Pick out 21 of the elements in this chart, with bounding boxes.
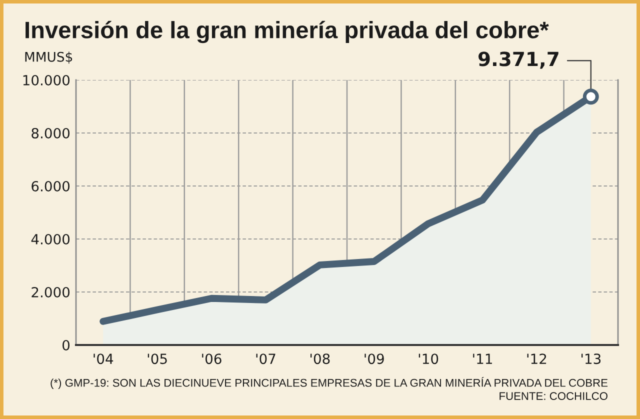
y-tick-label: 10.000	[23, 74, 70, 86]
x-tick-label: '07	[256, 354, 276, 364]
x-tick-label: '12	[527, 354, 546, 364]
y-tick-label: 6.000	[32, 180, 70, 192]
text: (*) GMP-19: SON LAS DIECINUEVE PRINCIPALES EMPRESAS DE LA GRAN MINERÍA PRIVADA DEL COBRE	[50, 377, 608, 389]
chart-title: Inversión de la gran minería privada del cobre*	[26, 20, 549, 44]
x-tick-label: '09	[364, 354, 384, 364]
x-tick-label: '04	[94, 354, 114, 364]
y-tick-label: 2.000	[32, 286, 70, 298]
source-note: FUENTE: COCHILCO	[500, 392, 608, 400]
x-tick-label: '06	[202, 354, 222, 364]
data-label: 9.371,7	[478, 52, 558, 69]
y-tick-label: 0	[62, 340, 70, 350]
y-tick-label: 4.000	[31, 234, 70, 244]
y-tick-label: 8.000	[32, 128, 70, 138]
y-axis-title: MMUS$	[25, 52, 72, 64]
x-tick-label: '13	[581, 354, 601, 364]
x-tick-label: '08	[310, 354, 330, 364]
x-tick-label: '10	[418, 354, 438, 364]
x-tick-label: '11	[473, 354, 492, 364]
x-tick-label: '05	[148, 354, 167, 364]
